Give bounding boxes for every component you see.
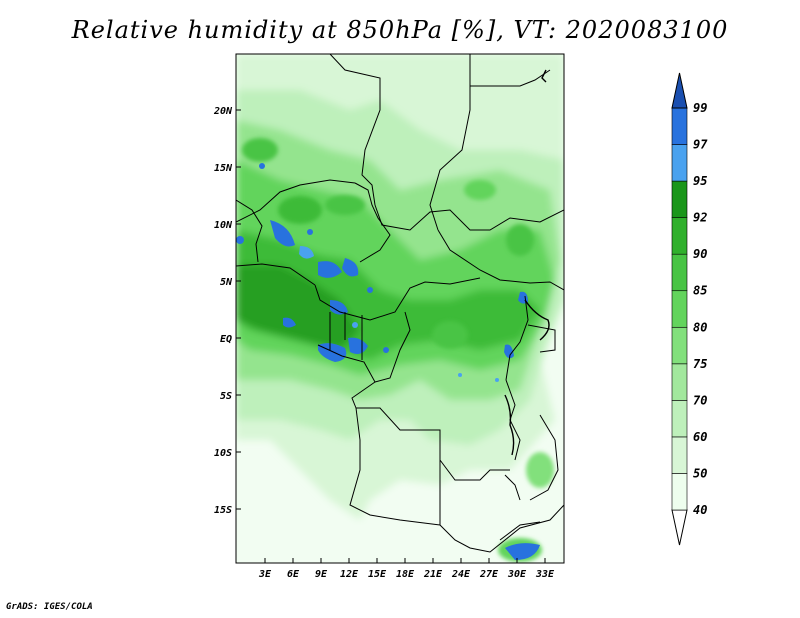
colorbar-segment (671, 400, 688, 438)
map-frame (235, 53, 565, 564)
colorbar-segment (671, 290, 688, 328)
lat-label: 10N (214, 220, 233, 231)
lat-label: 10S (214, 448, 232, 459)
colorbar-label: 92 (693, 211, 707, 225)
colorbar-label: 97 (693, 138, 708, 152)
colorbar-label: 50 (693, 466, 707, 480)
colorbar-segment (671, 253, 688, 292)
colorbar-label: 60 (693, 430, 707, 444)
lat-label: 20N (213, 106, 233, 117)
map-title: Relative humidity at 850hPa [%], VT: 202… (71, 16, 729, 44)
colorbar-segment (671, 436, 688, 474)
colorbar-segment (671, 473, 688, 511)
colorbar-label: 70 (693, 393, 707, 407)
lat-label: 5S (220, 391, 232, 402)
colorbar-label: 95 (693, 174, 707, 188)
colorbar-segment (671, 363, 688, 401)
latitude-axis: 20N 15N 10N 5N EQ 5S 10S 15S (213, 106, 241, 516)
lon-label: 33E (535, 569, 555, 580)
humidity-field (236, 54, 564, 563)
lon-label: 27E (479, 569, 499, 580)
lat-label: 15S (214, 505, 232, 516)
colorbar-label: 99 (693, 101, 707, 115)
lat-label: EQ (220, 334, 232, 345)
colorbar-label: 75 (693, 357, 707, 371)
lon-label: 3E (258, 569, 272, 580)
grads-credit: GrADS: IGES/COLA (6, 602, 93, 612)
colorbar-label: 40 (693, 503, 707, 517)
colorbar-segment (671, 217, 688, 255)
colorbar-upper-extension (671, 72, 688, 109)
lon-label: 21E (423, 569, 443, 580)
longitude-axis: 3E 6E 9E 12E 15E 18E 21E 24E 27E 30E 33E (258, 558, 555, 580)
colorbar-segment (671, 180, 688, 218)
colorbar-lower-extension (671, 509, 688, 546)
colorbar-label: 85 (693, 284, 707, 298)
colorbar-segment (671, 107, 688, 145)
colorbar-segment (671, 144, 688, 182)
lon-label: 9E (315, 569, 328, 580)
colorbar-label: 80 (693, 320, 707, 334)
lon-label: 15E (368, 569, 387, 580)
lon-label: 30E (507, 569, 527, 580)
lon-label: 6E (287, 569, 300, 580)
lon-label: 12E (340, 569, 359, 580)
colorbar-segment (671, 326, 688, 365)
colorbar-label: 90 (693, 247, 707, 261)
colorbar: 40 50 60 70 75 80 85 90 92 95 97 99 (671, 72, 708, 546)
lat-label: 15N (214, 163, 233, 174)
lon-label: 24E (451, 569, 471, 580)
lat-label: 5N (220, 277, 233, 288)
lon-label: 18E (396, 569, 415, 580)
